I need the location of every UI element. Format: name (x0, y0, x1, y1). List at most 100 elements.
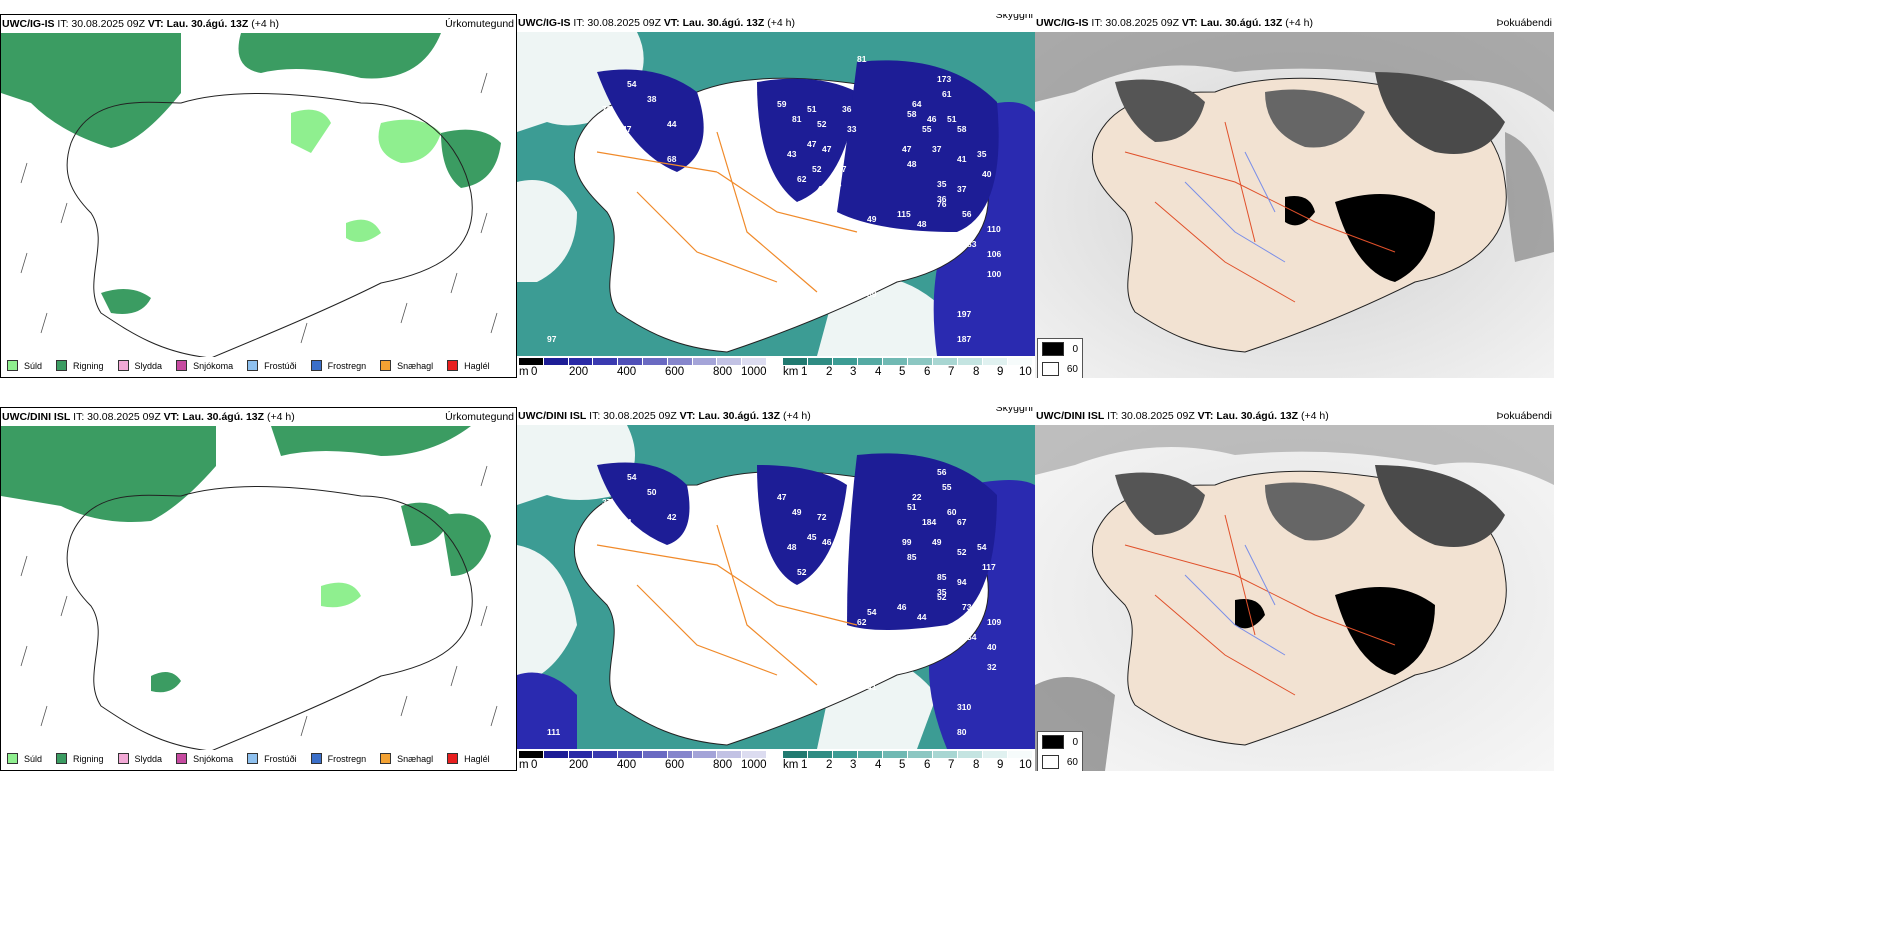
panel-title: Þokuábendi (1496, 410, 1552, 422)
cloudbase-value-label: 48 (667, 547, 677, 557)
cloudbase-value-label: 47 (777, 492, 787, 502)
visibility-ticks: km 1 2 3 4 5 6 7 8 9 10 (783, 759, 1035, 771)
init-time: IT: 30.08.2025 09Z (73, 411, 161, 423)
lead-time: (+4 h) (1285, 17, 1313, 29)
cloudbase-value-label: 44 (917, 612, 927, 622)
cloudbase-value-label: 110 (987, 224, 1001, 234)
cloudbase-value-label: 58 (907, 109, 917, 119)
model-name: UWC/DINI ISL (1036, 410, 1105, 422)
cloudbase-value-label: 53 (832, 179, 842, 189)
cloudbase-value-label: 63 (797, 199, 807, 209)
legend-label: Frostúði (264, 753, 297, 764)
cloudbase-value-label: 40 (982, 169, 992, 179)
cloudbase-value-label: 115 (897, 209, 911, 219)
visibility-tick: 5 (899, 759, 906, 771)
init-time: IT: 30.08.2025 09Z (589, 410, 677, 422)
fog-legend-label: 0 (1072, 343, 1078, 355)
legend-item: Slydda (117, 360, 163, 371)
fog-legend-row: 0 (1038, 732, 1082, 752)
valid-time: Lau. 30.ágú. 13Z (1200, 17, 1283, 29)
cloudbase-value-label: 83 (967, 239, 977, 249)
panel-header: UWC/IG-IS IT: 30.08.2025 09Z VT: Lau. 30… (1, 15, 516, 33)
model-name: UWC/IG-IS (2, 18, 55, 30)
legend-label: Súld (24, 753, 43, 764)
panel-title: Úrkomutegund (445, 18, 514, 30)
valid-time-label: VT: (679, 410, 696, 422)
fog-legend-row: 0 (1038, 339, 1082, 359)
cloudbase-value-label: 192 (847, 239, 861, 249)
legend-item: Rigning (56, 360, 104, 371)
cloudbase-value-label: 99 (902, 537, 912, 547)
cloudbase-value-label: 59 (847, 632, 857, 642)
cloudbase-value-label: 44 (667, 119, 677, 129)
cloudbase-value-label: 54 (867, 607, 877, 617)
visibility-tick: 10 (1019, 759, 1032, 771)
visibility-tick: 2 (826, 366, 833, 378)
panel-title: Skyggni (995, 407, 1033, 414)
swatch-snow (176, 753, 188, 764)
swatch-sleet (117, 360, 129, 371)
cloudbase-value-label: 106 (987, 249, 1001, 259)
cloudbase-value-label: 47 (622, 124, 632, 134)
visibility-colorbar (783, 751, 1033, 758)
valid-time-label: VT: (663, 17, 680, 29)
legend-item: Slydda (117, 753, 162, 764)
legend-label: Frostregn (327, 753, 367, 764)
init-time: IT: 30.08.2025 09Z (1091, 17, 1179, 29)
legend-item: Frostúði (247, 753, 297, 764)
cloudbase-tick: 400 (617, 366, 637, 378)
fog-indicator-map (1035, 32, 1554, 378)
visibility-panel-row1: UWC/IG-IS IT: 30.08.2025 09Z VT: Lau. 30… (517, 14, 1035, 378)
legend-label: Haglél (464, 360, 490, 371)
visibility-tick: 9 (997, 759, 1004, 771)
cloudbase-tick: 0 (531, 759, 538, 771)
cloudbase-tick: 1000 (741, 366, 767, 378)
legend-item: Snjókoma (176, 360, 233, 371)
swatch-drizzle (7, 753, 18, 764)
cloudbase-value-label: 79 (847, 269, 857, 279)
cloudbase-value-label: 46 (822, 537, 832, 547)
visibility-tick: 3 (850, 759, 857, 771)
cloudbase-value-label: 49 (792, 507, 802, 517)
panel-header: UWC/DINI ISL IT: 30.08.2025 09Z VT: Lau.… (1035, 407, 1554, 425)
cloudbase-tick: 1000 (741, 759, 767, 771)
cloudbase-ticks: m 0 200 400 600 800 1000 (519, 366, 779, 378)
swatch-hail (447, 360, 459, 371)
cloudbase-value-label: 48 (917, 219, 927, 229)
fog-legend-label: 60 (1066, 363, 1078, 375)
cloudbase-value-label: 117 (982, 562, 996, 572)
cloudbase-value-label: 56 (937, 467, 947, 477)
valid-time: Lau. 30.ágú. 13Z (698, 410, 781, 422)
swatch-snow (176, 360, 188, 371)
cloudbase-value-label: 67 (957, 517, 967, 527)
panel-header: UWC/IG-IS IT: 30.08.2025 09Z VT: Lau. 30… (517, 14, 1035, 32)
panel-title: Skyggni (995, 14, 1033, 21)
cloudbase-tick: 200 (569, 759, 589, 771)
cloudbase-value-label: 54 (977, 542, 987, 552)
cloudbase-value-label: 68 (667, 154, 677, 164)
cloudbase-value-label: 54 (627, 472, 637, 482)
swatch-freezing-rain (310, 360, 322, 371)
lead-time: (+4 h) (1300, 410, 1329, 422)
precip-type-panel-row2: UWC/DINI ISL IT: 30.08.2025 09Z VT: Lau.… (0, 407, 517, 771)
cloudbase-value-label: 43 (787, 149, 797, 159)
cloudbase-value-label: 51 (947, 114, 957, 124)
cloudbase-value-label: 58 (677, 174, 687, 184)
cloudbase-value-label: 49 (867, 214, 877, 224)
precip-type-legend: Súld Rigning Slydda Snjókoma Frostúði Fr… (7, 360, 504, 371)
cloudbase-value-label: 54 (622, 517, 632, 527)
cloudbase-value-label: 51 (807, 104, 817, 114)
legend-label: Snæhagl (397, 753, 434, 764)
valid-time: Lau. 30.ágú. 13Z (166, 18, 249, 30)
cloudbase-value-label: 72 (817, 512, 827, 522)
cloudbase-value-label: 38 (647, 94, 657, 104)
lead-time: (+4 h) (782, 410, 811, 422)
cloudbase-value-label: 76 (937, 199, 947, 209)
legend-label: Frostúði (264, 360, 297, 371)
cloudbase-unit: m (519, 759, 529, 771)
lead-time: (+4 h) (251, 18, 279, 30)
cloudbase-value-label: 54 (627, 79, 637, 89)
visibility-tick: 7 (948, 366, 955, 378)
legend-label: Slydda (134, 360, 163, 371)
